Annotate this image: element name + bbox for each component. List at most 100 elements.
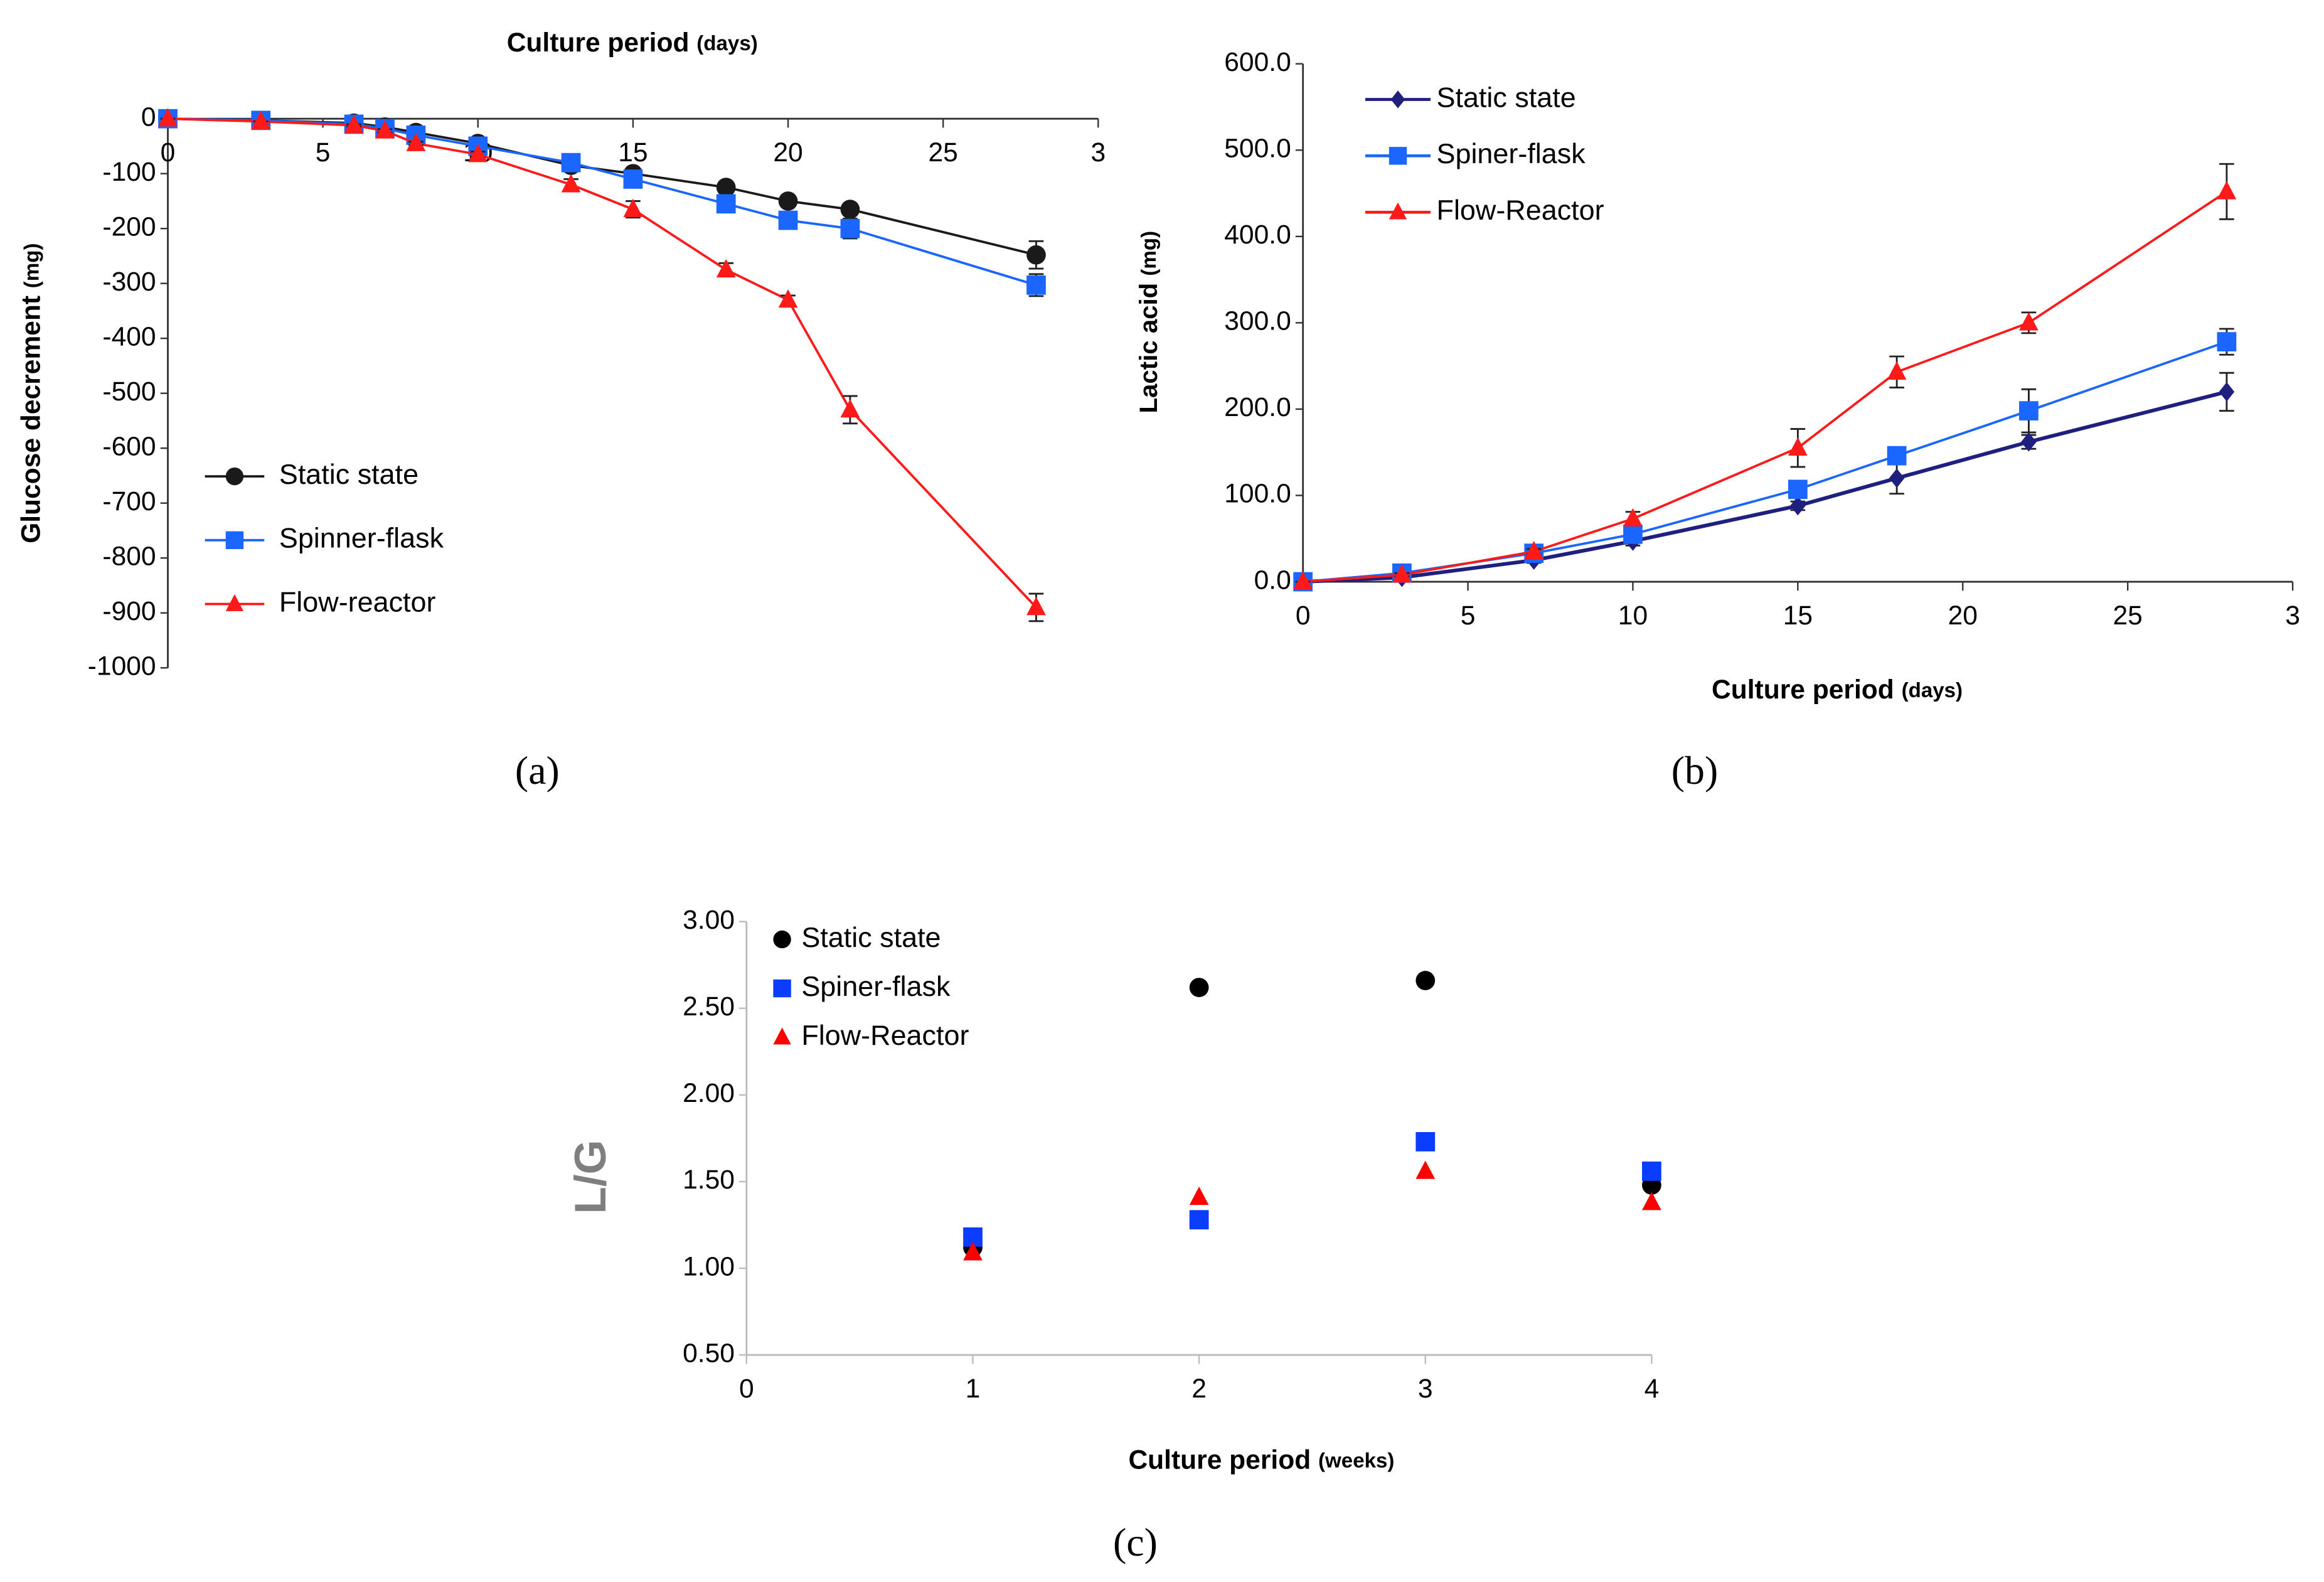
x-tick-label: 5 [1461, 601, 1476, 631]
marker [251, 110, 271, 129]
x-tick-label: 3 [1418, 1374, 1433, 1404]
y-tick-label: -900 [102, 596, 156, 626]
y-tick-label: 2.50 [683, 991, 735, 1022]
legend-label: Spiner-flask [801, 970, 951, 1002]
legend-label: Static state [1437, 81, 1576, 113]
y-tick-label: 1.00 [683, 1251, 735, 1281]
chart: 0.0 100.0 200.0 300.0 400.0 500.0 600.0 0 5 10 15 2… [1134, 47, 2300, 793]
marker [2217, 181, 2237, 200]
y-tick-label: -400 [102, 321, 156, 351]
marker [1623, 508, 1643, 526]
marker [778, 210, 798, 230]
x-tick-label: 20 [1948, 601, 1978, 631]
x-tick-label: 15 [1783, 601, 1813, 631]
legend-label: Spiner-flask [1437, 137, 1586, 169]
legend-label: Static state [801, 921, 941, 953]
y-tick-label: 100.0 [1224, 479, 1291, 509]
marker [840, 218, 860, 238]
marker [375, 120, 395, 139]
marker [1642, 1192, 1661, 1211]
x-tick-label: 0 [739, 1374, 754, 1404]
y-axis-label: L/G [566, 1140, 616, 1214]
marker [623, 169, 643, 189]
y-tick-label: 0.0 [1254, 565, 1291, 595]
marker [1889, 468, 1905, 488]
series-line [1303, 390, 2227, 584]
marker [1026, 275, 1046, 295]
panel-caption: (b) [1671, 748, 1718, 793]
y-tick-label: 2.00 [683, 1078, 735, 1108]
marker [840, 399, 860, 418]
marker [1642, 1162, 1661, 1181]
legend-marker [225, 531, 244, 550]
legend-marker [773, 979, 791, 998]
x-axis-title: Culture period [1128, 1445, 1311, 1475]
marker [1189, 978, 1209, 997]
marker [406, 132, 426, 151]
marker [1415, 1132, 1436, 1152]
marker [344, 114, 364, 133]
series-line [1303, 190, 2227, 583]
marker [1026, 597, 1046, 616]
x-axis-unit: (days) [696, 32, 757, 55]
marker [1887, 361, 1907, 380]
legend-label: Flow-Reactor [1437, 194, 1604, 226]
y-tick-label: -700 [102, 486, 156, 516]
x-tick-label: 10 [1618, 601, 1648, 631]
marker [963, 1242, 983, 1261]
marker [561, 174, 581, 193]
marker [778, 289, 798, 308]
marker [716, 178, 736, 197]
y-axis-title: Lactic acid [1134, 283, 1163, 414]
marker [1788, 437, 1808, 456]
x-axis-label: Culture period (weeks) [1128, 1445, 1394, 1475]
marker [1415, 971, 1436, 990]
x-tick-label: 0 [161, 137, 176, 168]
series-line [168, 117, 1037, 609]
marker [1392, 564, 1412, 583]
series-line [168, 117, 1037, 287]
marker [1524, 540, 1544, 560]
marker [1790, 496, 1806, 516]
marker [2219, 382, 2235, 402]
y-tick-label: 200.0 [1224, 392, 1291, 422]
y-tick-label: 1.50 [683, 1165, 735, 1195]
y-tick-label: -100 [102, 157, 156, 187]
legend-label: Spinner-flask [279, 522, 444, 554]
y-tick-label: 300.0 [1224, 306, 1291, 336]
marker [2019, 401, 2039, 421]
y-tick-label: -1000 [88, 651, 156, 681]
legend-label: Static state [279, 458, 418, 490]
x-axis-title: Culture period [507, 28, 690, 58]
legend-marker [1389, 147, 1407, 165]
y-tick-label: -300 [102, 267, 156, 297]
legend-label: Flow-Reactor [801, 1019, 969, 1051]
marker [1415, 1160, 1436, 1179]
marker [716, 259, 736, 278]
marker [2019, 312, 2039, 331]
marker [1293, 571, 1313, 590]
marker [778, 191, 798, 211]
y-axis-label: Lactic acid (mg) [1134, 231, 1163, 414]
legend-marker [225, 467, 244, 486]
marker [1623, 525, 1643, 544]
panel-caption: (c) [1113, 1520, 1158, 1564]
y-axis-label: Glucose decrement (mg) [16, 243, 46, 543]
x-axis-label: Culture period (days) [1712, 675, 1963, 705]
marker [716, 194, 736, 214]
x-tick-label: 0 [1296, 601, 1311, 631]
legend-marker [1389, 202, 1407, 220]
marker [561, 152, 581, 173]
marker [623, 198, 643, 217]
legend-marker [225, 594, 244, 611]
y-tick-label: 500.0 [1224, 134, 1291, 164]
y-tick-label: 400.0 [1224, 220, 1291, 250]
x-tick-label: 5 [316, 137, 331, 168]
y-axis-title: Glucose decrement [16, 296, 46, 543]
series-line [168, 117, 1037, 257]
marker [158, 108, 178, 127]
x-tick-label: 3 [2285, 601, 2300, 631]
y-tick-label: -200 [102, 211, 156, 242]
panel-caption: (a) [515, 748, 560, 793]
x-tick-label: 2 [1191, 1374, 1207, 1404]
